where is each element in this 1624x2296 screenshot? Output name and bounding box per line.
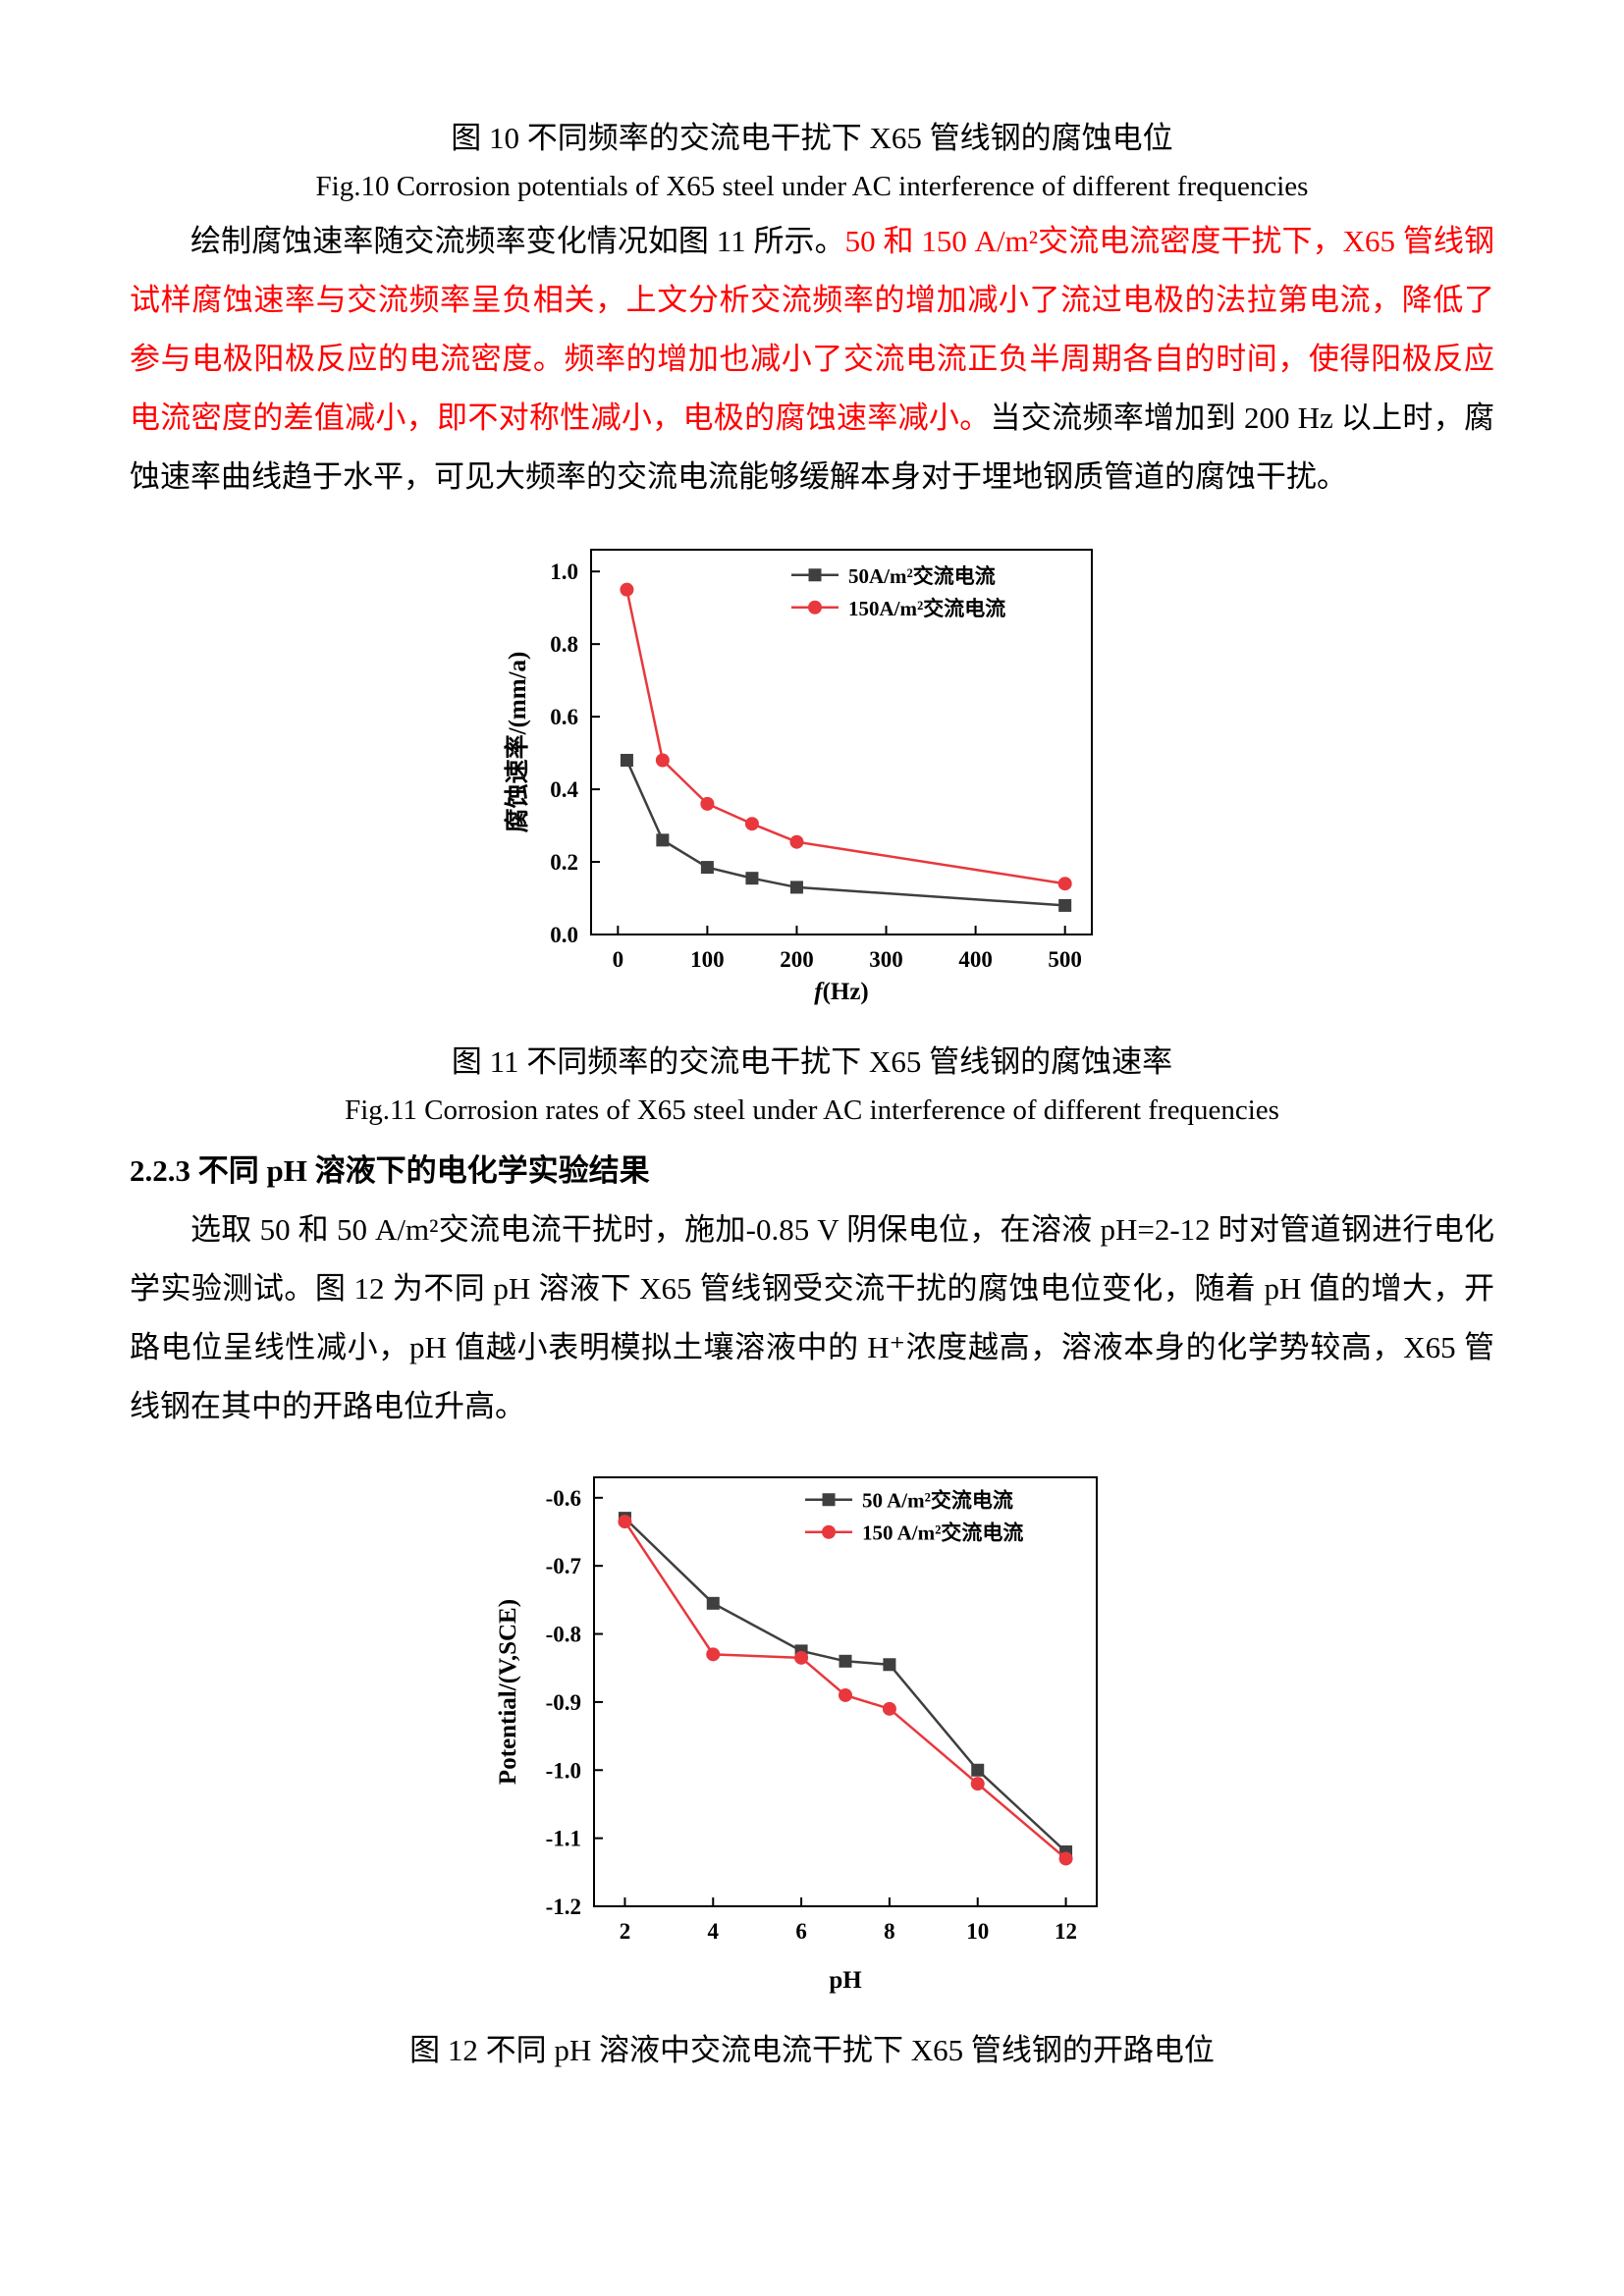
legend-entry: 150 A/m²交流电流	[862, 1522, 1023, 1545]
y-tick-label: 1.0	[550, 560, 578, 584]
y-tick-label: -0.8	[546, 1623, 581, 1647]
y-axis-label: 腐蚀速率/(mm/a)	[503, 652, 531, 833]
para1-red-emphasis: 50 和 150 A/m²交流电流密度干扰下，X65 管线钢试样腐蚀速率与交流频…	[130, 224, 1494, 435]
x-axis-label: pH	[829, 1967, 862, 1994]
series-line	[625, 759, 1065, 907]
fig11-line-chart: 0 100 200 300 400 500 0.0 0.2 0.4 0.6 0.8 1.0 50A/m²…	[503, 549, 1093, 1005]
data-point-marker	[744, 817, 759, 831]
y-tick-label: -1.2	[546, 1895, 581, 1919]
y-tick-label: 0.8	[550, 632, 578, 657]
x-tick-label: 10	[966, 1919, 989, 1944]
fig11-caption-en: Fig.11 Corrosion rates of X65 steel unde…	[345, 1095, 1279, 1126]
data-point-marker	[971, 1763, 985, 1777]
fig12-caption-zh: 图 12 不同 pH 溶液中交流电流干扰下 X65 管线钢的开路电位	[409, 2033, 1215, 2067]
data-point-marker	[620, 753, 633, 767]
x-tick-label: 300	[869, 947, 903, 972]
data-point-marker	[839, 1654, 852, 1668]
fig11-caption-zh: 图 11 不同频率的交流电干扰下 X65 管线钢的腐蚀速率	[451, 1044, 1173, 1079]
legend-entry: 150A/m²交流电流	[848, 597, 1005, 620]
x-tick-label: 4	[708, 1919, 720, 1944]
data-point-marker	[970, 1777, 985, 1791]
y-tick-label: -0.6	[546, 1486, 581, 1511]
data-point-marker	[839, 1687, 852, 1702]
data-point-marker	[618, 1515, 632, 1529]
fig12-figure: 2 4 6 8 10 12 -0.6 -0.7 -0.8 -0.9 -1.0 -1.1 -1.2 50 A…	[130, 1450, 1494, 2004]
x-axis-label: f(Hz)	[814, 979, 869, 1005]
x-tick-label: 6	[795, 1919, 807, 1944]
data-point-marker	[882, 1701, 896, 1716]
x-tick-label: 8	[884, 1919, 895, 1944]
data-point-marker	[706, 1596, 720, 1610]
y-axis-label: Potential/(V,SCE)	[495, 1599, 521, 1785]
y-tick-label: -1.1	[546, 1827, 581, 1851]
y-tick-label: 0.0	[550, 923, 578, 947]
data-point-marker	[789, 881, 803, 894]
legend-entry: 50A/m²交流电流	[848, 564, 996, 588]
data-point-marker	[1058, 1851, 1073, 1866]
data-point-marker	[620, 582, 634, 597]
x-tick-label: 2	[620, 1919, 631, 1944]
para1-black-lead: 绘制腐蚀速率随交流频率变化情况如图 11 所示。	[190, 224, 845, 258]
data-point-marker	[656, 833, 670, 847]
x-tick-label: 100	[690, 947, 725, 972]
y-tick-label: -0.9	[546, 1690, 581, 1715]
y-tick-label: 0.2	[550, 850, 578, 875]
y-tick-label: 0.6	[550, 705, 578, 729]
section-2-2-3-heading: 2.2.3 不同 pH 溶液下的电化学实验结果	[130, 1153, 650, 1188]
data-point-marker	[794, 1650, 809, 1665]
plot-frame	[590, 549, 1093, 935]
x-tick-label: 12	[1055, 1919, 1077, 1944]
x-tick-label: 0	[613, 947, 624, 972]
data-point-marker	[1057, 877, 1072, 891]
y-tick-label: -1.0	[546, 1758, 581, 1783]
data-point-marker	[883, 1658, 896, 1672]
paragraph-ph-experiment: 选取 50 和 50 A/m²交流电流干扰时，施加-0.85 V 阴保电位，在溶…	[130, 1212, 1494, 1423]
y-tick-label: 0.4	[550, 777, 578, 802]
data-point-marker	[789, 834, 804, 849]
plot-frame	[593, 1476, 1098, 1907]
x-tick-label: 500	[1048, 947, 1082, 972]
data-point-marker	[706, 1647, 721, 1662]
fig10-caption-en: Fig.10 Corrosion potentials of X65 steel…	[315, 171, 1309, 202]
data-point-marker	[655, 753, 670, 768]
x-tick-label: 400	[958, 947, 993, 972]
legend-entry: 50 A/m²交流电流	[862, 1489, 1013, 1513]
paragraph-frequency-analysis: 绘制腐蚀速率随交流频率变化情况如图 11 所示。50 和 150 A/m²交流电…	[130, 212, 1494, 507]
para1-black-tail: 当交流频率增加到 200 Hz 以上时，腐蚀速率曲线趋于水平，可见大频率的交流电…	[130, 400, 1494, 494]
fig11-figure: 0 100 200 300 400 500 0.0 0.2 0.4 0.6 0.8 1.0 50A/m²…	[130, 520, 1494, 1016]
data-point-marker	[1058, 898, 1072, 912]
y-tick-label: -0.7	[546, 1554, 581, 1578]
data-point-marker	[700, 861, 714, 875]
x-tick-label: 200	[780, 947, 814, 972]
fig12-line-chart: 2 4 6 8 10 12 -0.6 -0.7 -0.8 -0.9 -1.0 -1.1 -1.2 50 A…	[495, 1476, 1098, 1994]
data-point-marker	[700, 796, 715, 811]
data-point-marker	[745, 872, 759, 885]
series-line	[625, 589, 1065, 885]
fig10-caption-zh: 图 10 不同频率的交流电干扰下 X65 管线钢的腐蚀电位	[451, 121, 1173, 155]
